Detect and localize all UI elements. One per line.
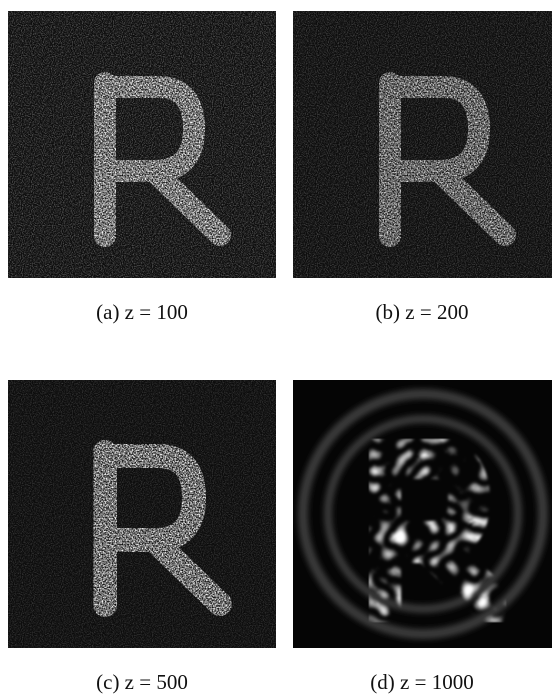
figure: {"panels": [ {"caption": "(a) z = 100"},… — [0, 0, 552, 697]
caption: (b) z = 200 — [288, 300, 552, 325]
image-panel — [8, 11, 276, 278]
image-panel — [293, 380, 552, 648]
caption: (c) z = 500 — [8, 670, 276, 695]
caption: (d) z = 1000 — [288, 670, 552, 695]
image-panel — [8, 380, 276, 648]
caption: (a) z = 100 — [8, 300, 276, 325]
image-panel — [293, 11, 552, 278]
